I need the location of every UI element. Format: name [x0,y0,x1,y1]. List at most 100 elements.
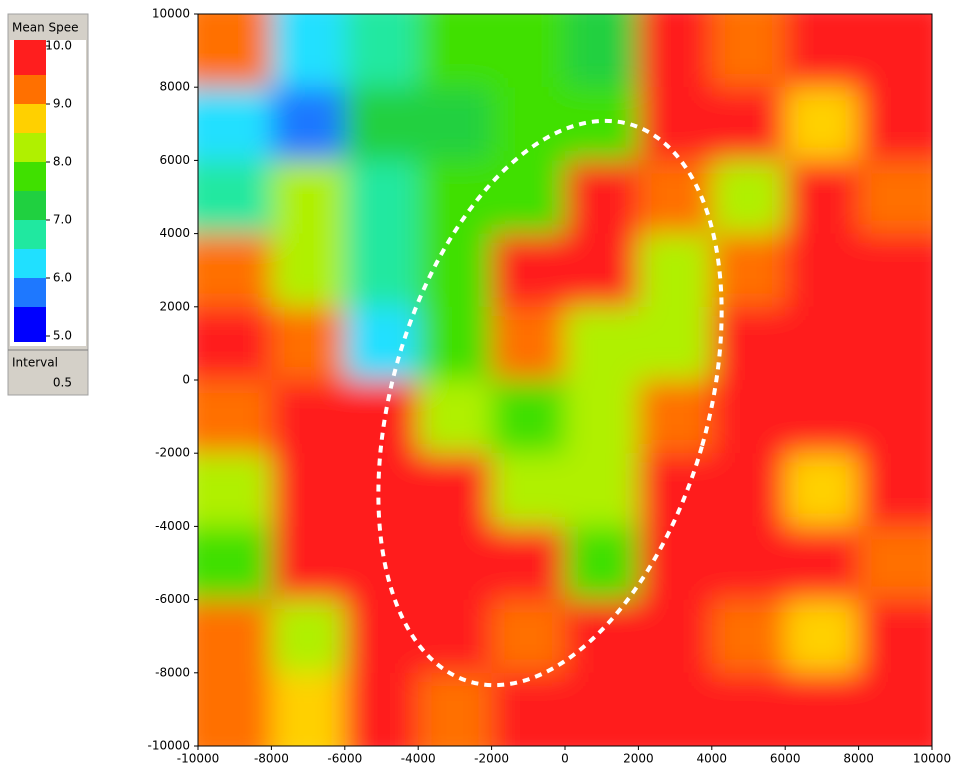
heat-cell [565,0,639,88]
heat-cell [345,234,419,308]
heat-cell [178,453,272,527]
heat-cell [565,160,639,234]
heat-cell [492,0,566,88]
heat-cell [418,87,492,161]
x-tick-label: 8000 [843,752,874,766]
heat-cell [345,160,419,234]
heat-cell [178,526,272,600]
x-tick-label: 4000 [697,752,728,766]
heat-cell [785,307,859,381]
heat-cell [712,380,786,454]
heat-cell [859,87,953,161]
colorbar-tick-label: 7.0 [53,213,72,227]
heat-cell [565,600,639,674]
y-tick-label: 10000 [152,7,190,21]
heat-cell [271,600,345,674]
heat-cell [785,453,859,527]
heat-cell [638,0,712,88]
heat-cell [712,160,786,234]
heat-cell [638,526,712,600]
colorbar-band [14,307,46,342]
legend: Mean Spee Interval 0.5 5.06.07.08.09.010… [8,14,88,395]
colorbar-band [14,278,46,307]
heat-cell [345,453,419,527]
x-tick-label: -10000 [177,752,220,766]
colorbar-tick-label: 9.0 [53,97,72,111]
heat-cell [271,87,345,161]
heat-cell [712,87,786,161]
heat-cell [638,307,712,381]
y-tick-label: 2000 [159,299,190,313]
heat-cell [785,234,859,308]
heat-cell [271,307,345,381]
heat-cell [565,307,639,381]
heat-cell [418,0,492,88]
heat-cell [785,600,859,674]
heat-cell [859,453,953,527]
y-tick-label: -2000 [155,446,190,460]
heat-cell [712,0,786,88]
heat-cell [178,87,272,161]
heat-cell [638,234,712,308]
y-tick-label: -4000 [155,519,190,533]
heat-cell [785,0,859,88]
heat-cell [492,453,566,527]
heat-cell [418,453,492,527]
heat-cell [271,380,345,454]
heat-cell [178,600,272,674]
heat-cell [492,87,566,161]
heat-cell [565,234,639,308]
x-tick-label: -2000 [474,752,509,766]
plot-area [178,0,953,767]
heat-cell [418,380,492,454]
heat-cell [712,453,786,527]
colorbar-band [14,220,46,249]
heat-cell [492,600,566,674]
heat-cell [785,160,859,234]
x-tick-label: 2000 [623,752,654,766]
heat-cell [492,234,566,308]
heat-cell [859,160,953,234]
colorbar-band [14,75,46,104]
chart: Mean Spee Interval 0.5 5.06.07.08.09.010… [0,0,956,773]
heat-cell [178,380,272,454]
heat-cell [565,380,639,454]
heat-cell [178,0,272,88]
colorbar-tick-label: 8.0 [53,155,72,169]
heat-cell [271,526,345,600]
heat-cell [418,307,492,381]
heat-cell [271,160,345,234]
heat-cell [859,526,953,600]
heat-cell [345,87,419,161]
x-tick-label: 0 [561,752,569,766]
x-tick-label: 10000 [913,752,951,766]
heat-cell [271,234,345,308]
colorbar-band [14,191,46,220]
colorbar-tick-label: 5.0 [53,329,72,343]
heat-cell [492,307,566,381]
colorbar-band [14,162,46,191]
heat-cell [859,307,953,381]
heat-cell [638,453,712,527]
x-tick-label: -8000 [254,752,289,766]
heat-cell [418,234,492,308]
heat-cell [712,526,786,600]
interval-value: 0.5 [53,376,72,390]
colorbar-band [14,104,46,133]
heat-cell [859,380,953,454]
heat-cell [345,0,419,88]
y-tick-label: -10000 [147,739,190,753]
heat-cell [859,600,953,674]
x-tick-label: -4000 [401,752,436,766]
heat-cell [638,600,712,674]
colorbar-band [14,133,46,162]
heat-cell [785,380,859,454]
heat-cell [492,526,566,600]
y-tick-label: -8000 [155,665,190,679]
heat-cell [345,600,419,674]
colorbar-band [14,249,46,278]
heat-cell [492,380,566,454]
heat-cell [785,87,859,161]
heat-cell [712,307,786,381]
y-tick-label: 4000 [159,226,190,240]
